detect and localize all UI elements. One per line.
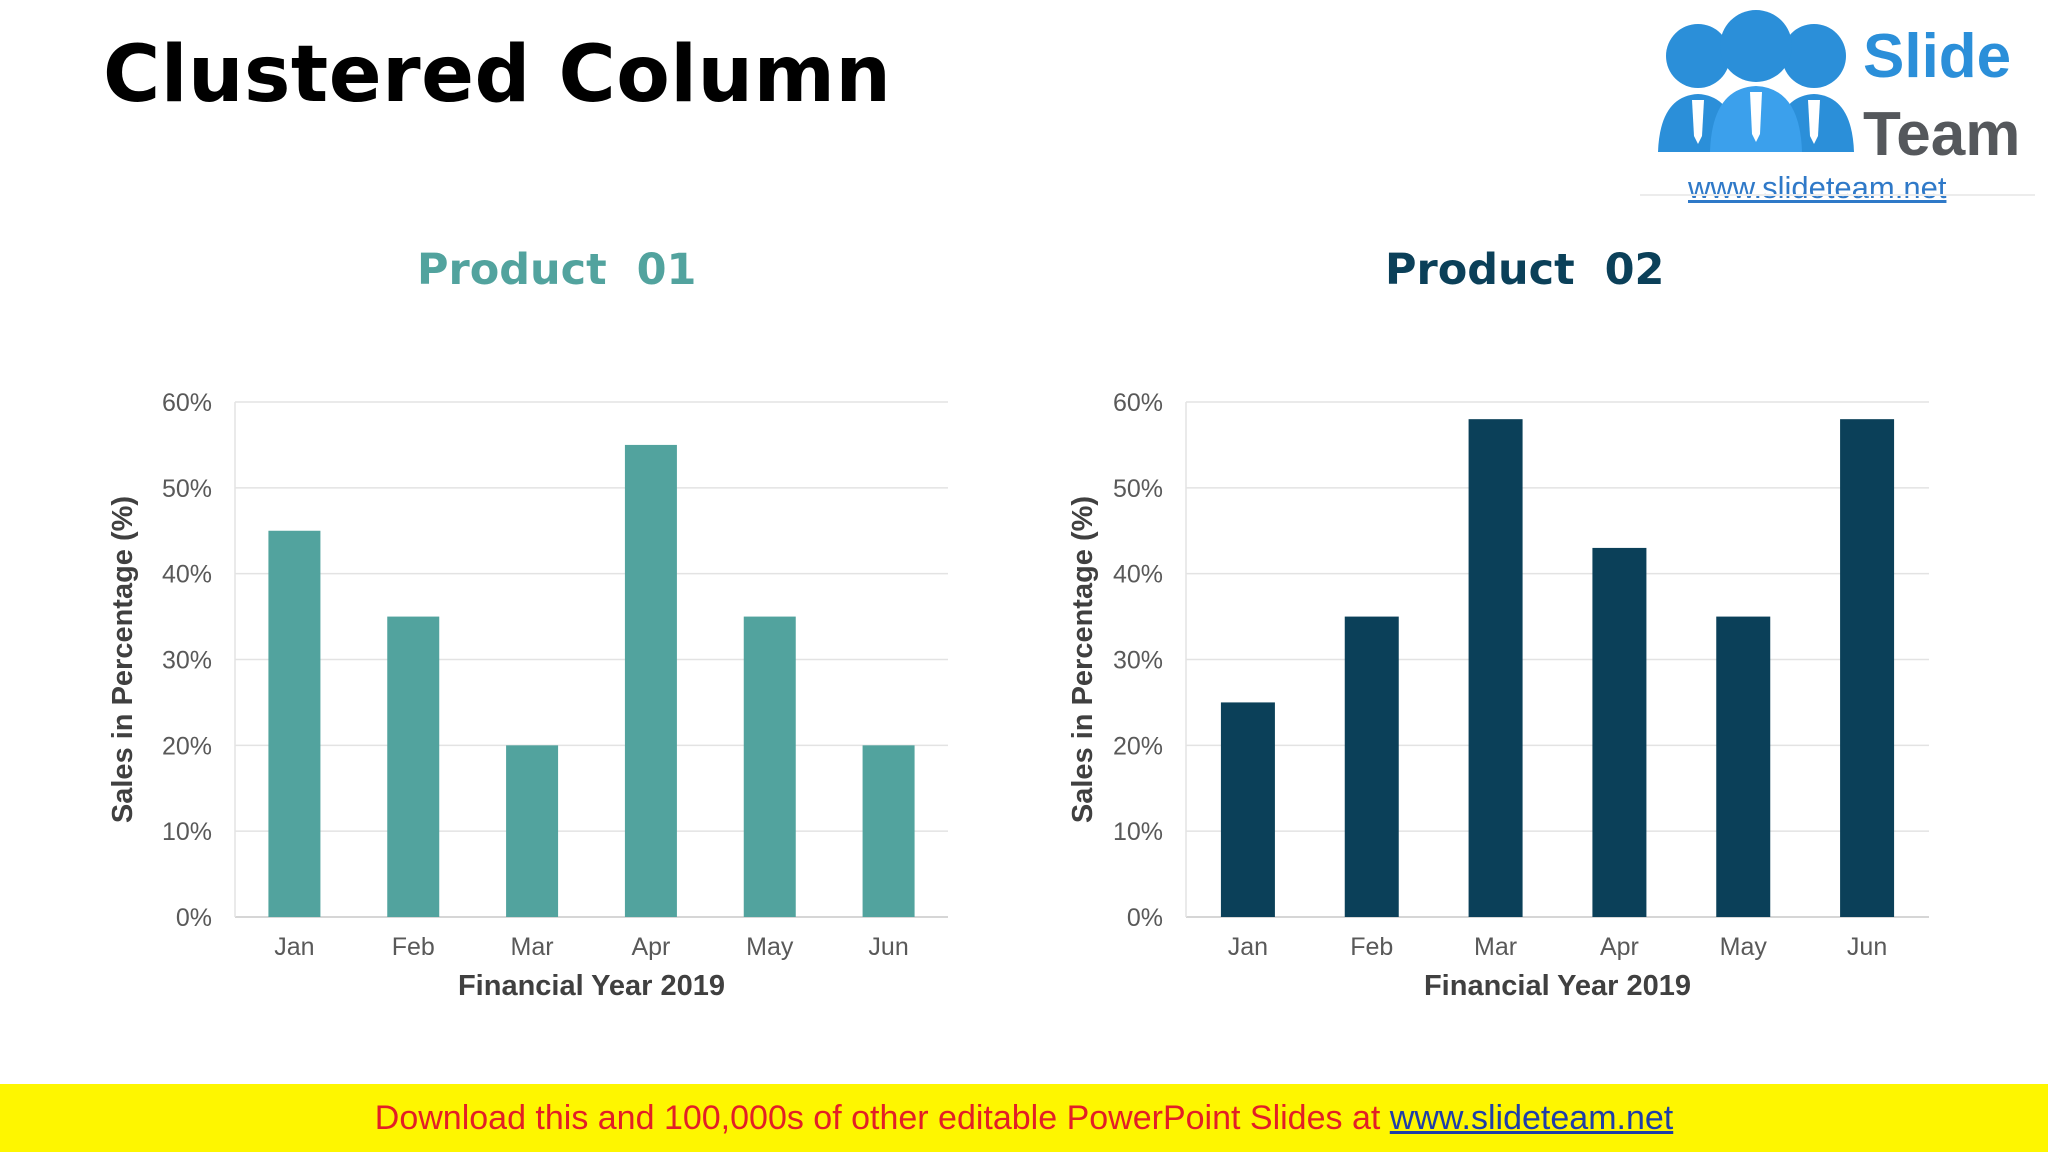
x-tick-label: Mar <box>1474 933 1517 961</box>
x-axis-title: Financial Year 2019 <box>458 970 725 1002</box>
chart-title-product-01: Product 01 <box>417 245 697 295</box>
bar-jan <box>1220 702 1275 917</box>
y-tick-label: 0% <box>1127 904 1163 932</box>
bar-apr <box>1592 547 1647 917</box>
x-tick-label: Mar <box>511 933 554 961</box>
y-tick-label: 40% <box>1113 561 1163 589</box>
logo-word-team: Team <box>1863 100 2021 169</box>
y-tick-label: 40% <box>162 561 212 589</box>
banner-link[interactable]: www.slideteam.net <box>1389 1099 1674 1137</box>
bar-feb <box>387 616 440 917</box>
x-tick-label: Jun <box>868 933 908 961</box>
people-logo-icon <box>1658 10 1854 152</box>
bar-may <box>743 616 796 917</box>
bar-apr <box>624 444 677 917</box>
x-tick-label: May <box>746 933 794 961</box>
slide-title: Clustered Column <box>103 30 892 120</box>
bar-mar <box>1468 419 1523 917</box>
y-tick-label: 20% <box>162 732 212 760</box>
banner-text: Download this and 100,000s of other edit… <box>374 1099 1381 1137</box>
y-axis-title: Sales in Percentage (%) <box>1067 496 1099 823</box>
logo-word-slide: Slide <box>1863 22 2012 91</box>
y-tick-label: 50% <box>162 475 212 503</box>
y-tick-label: 50% <box>1113 475 1163 503</box>
x-tick-label: Feb <box>1350 933 1393 961</box>
x-tick-label: Jun <box>1847 933 1887 961</box>
y-tick-label: 30% <box>162 647 212 675</box>
x-tick-label: Jan <box>274 933 314 961</box>
bar-jun <box>862 745 915 917</box>
chart-title-product-02: Product 02 <box>1385 245 1665 295</box>
y-tick-label: 30% <box>1113 647 1163 675</box>
x-tick-label: Feb <box>392 933 435 961</box>
bar-mar <box>506 745 559 917</box>
y-tick-label: 60% <box>1113 389 1163 417</box>
bar-jan <box>268 530 321 917</box>
x-tick-label: Apr <box>1600 933 1639 961</box>
bar-feb <box>1344 616 1399 917</box>
y-tick-label: 20% <box>1113 732 1163 760</box>
logo-url-link[interactable]: www.slideteam.net <box>1688 170 1947 205</box>
x-tick-label: Apr <box>631 933 670 961</box>
logo-divider <box>1640 194 2035 196</box>
x-tick-label: May <box>1720 933 1768 961</box>
bar-may <box>1716 616 1771 917</box>
x-tick-label: Jan <box>1228 933 1268 961</box>
download-banner: Download this and 100,000s of other edit… <box>0 1084 2048 1152</box>
slideteam-logo[interactable]: Slide Team www.slideteam.net <box>1640 4 2035 205</box>
y-tick-label: 60% <box>162 389 212 417</box>
y-tick-label: 10% <box>162 818 212 846</box>
charts-canvas: 0% 10% 20% 30% 40% 50% 60% Jan Feb Mar Apr May Jun Fi… <box>107 389 1929 1002</box>
bar-jun <box>1840 419 1895 917</box>
y-tick-label: 10% <box>1113 818 1163 846</box>
y-axis-title: Sales in Percentage (%) <box>107 496 139 823</box>
x-axis-title: Financial Year 2019 <box>1424 970 1691 1002</box>
y-tick-label: 0% <box>176 904 212 932</box>
